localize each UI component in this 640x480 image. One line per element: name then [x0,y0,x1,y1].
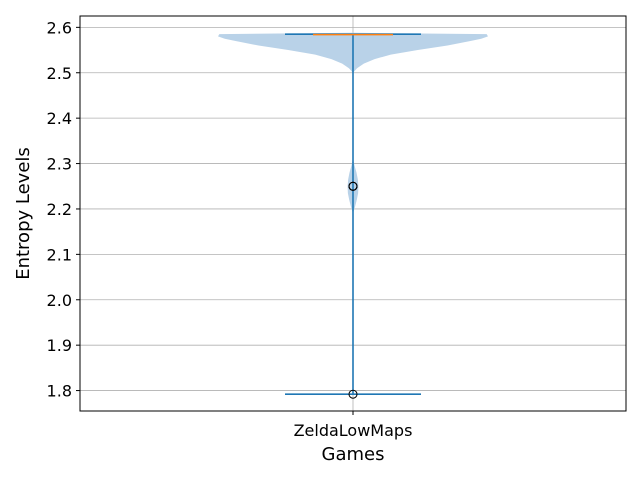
x-axis-ticks: ZeldaLowMaps [294,411,413,440]
y-axis-ticks: 1.8 1.9 2.0 2.1 2.2 2.3 2.4 2.5 2.6 [47,18,80,401]
y-axis-label: Entropy Levels [13,147,34,280]
y-tick-label: 2.5 [47,64,72,83]
plot-frame [79,15,627,412]
outlier-point [348,389,358,399]
y-tick-label: 2.4 [47,109,72,128]
x-axis-label: Games [322,444,385,465]
y-tick-label: 1.8 [47,382,72,401]
y-tick-label: 2.1 [47,245,72,264]
y-tick-label: 2.0 [47,291,72,310]
y-tick-label: 2.2 [47,200,72,219]
outlier-point [348,181,358,191]
x-tick-label: ZeldaLowMaps [294,421,413,440]
y-tick-label: 1.9 [47,336,72,355]
violin-plot [218,32,488,399]
y-tick-label: 2.6 [47,18,72,37]
y-tick-label: 2.3 [47,155,72,174]
